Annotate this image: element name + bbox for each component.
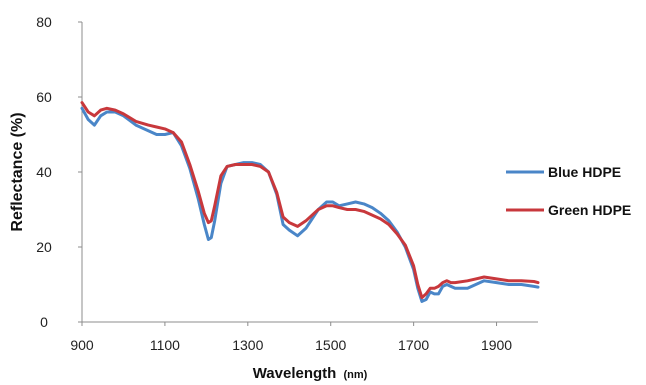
x-tick-label: 900 bbox=[70, 337, 94, 353]
x-axis-ticks: 900 1100 1300 1500 1700 1900 bbox=[70, 322, 512, 353]
series-line-blue-hdpe bbox=[80, 106, 540, 303]
y-axis-ticks: 0 20 40 60 80 bbox=[36, 14, 82, 330]
series-lines bbox=[80, 101, 540, 303]
x-tick-label: 1300 bbox=[232, 337, 263, 353]
x-axis-title-unit: (nm) bbox=[343, 369, 367, 381]
y-tick-label: 60 bbox=[36, 89, 52, 105]
x-tick-label: 1700 bbox=[398, 337, 429, 353]
y-tick-label: 80 bbox=[36, 14, 52, 30]
series-line-green-hdpe bbox=[80, 101, 540, 300]
legend: Blue HDPE Green HDPE bbox=[506, 164, 631, 218]
y-tick-label: 20 bbox=[36, 239, 52, 255]
x-axis-title-main: Wavelength bbox=[253, 365, 337, 382]
y-tick-label: 40 bbox=[36, 164, 52, 180]
x-tick-label: 1100 bbox=[150, 337, 180, 353]
x-tick-label: 1500 bbox=[315, 337, 346, 353]
y-axis-title: Reflectance (%) bbox=[9, 112, 26, 231]
x-tick-label: 1900 bbox=[481, 337, 512, 353]
y-tick-label: 0 bbox=[40, 314, 48, 330]
legend-label: Blue HDPE bbox=[548, 164, 621, 180]
x-axis-title: Wavelength (nm) bbox=[253, 365, 368, 382]
legend-label: Green HDPE bbox=[548, 202, 631, 218]
